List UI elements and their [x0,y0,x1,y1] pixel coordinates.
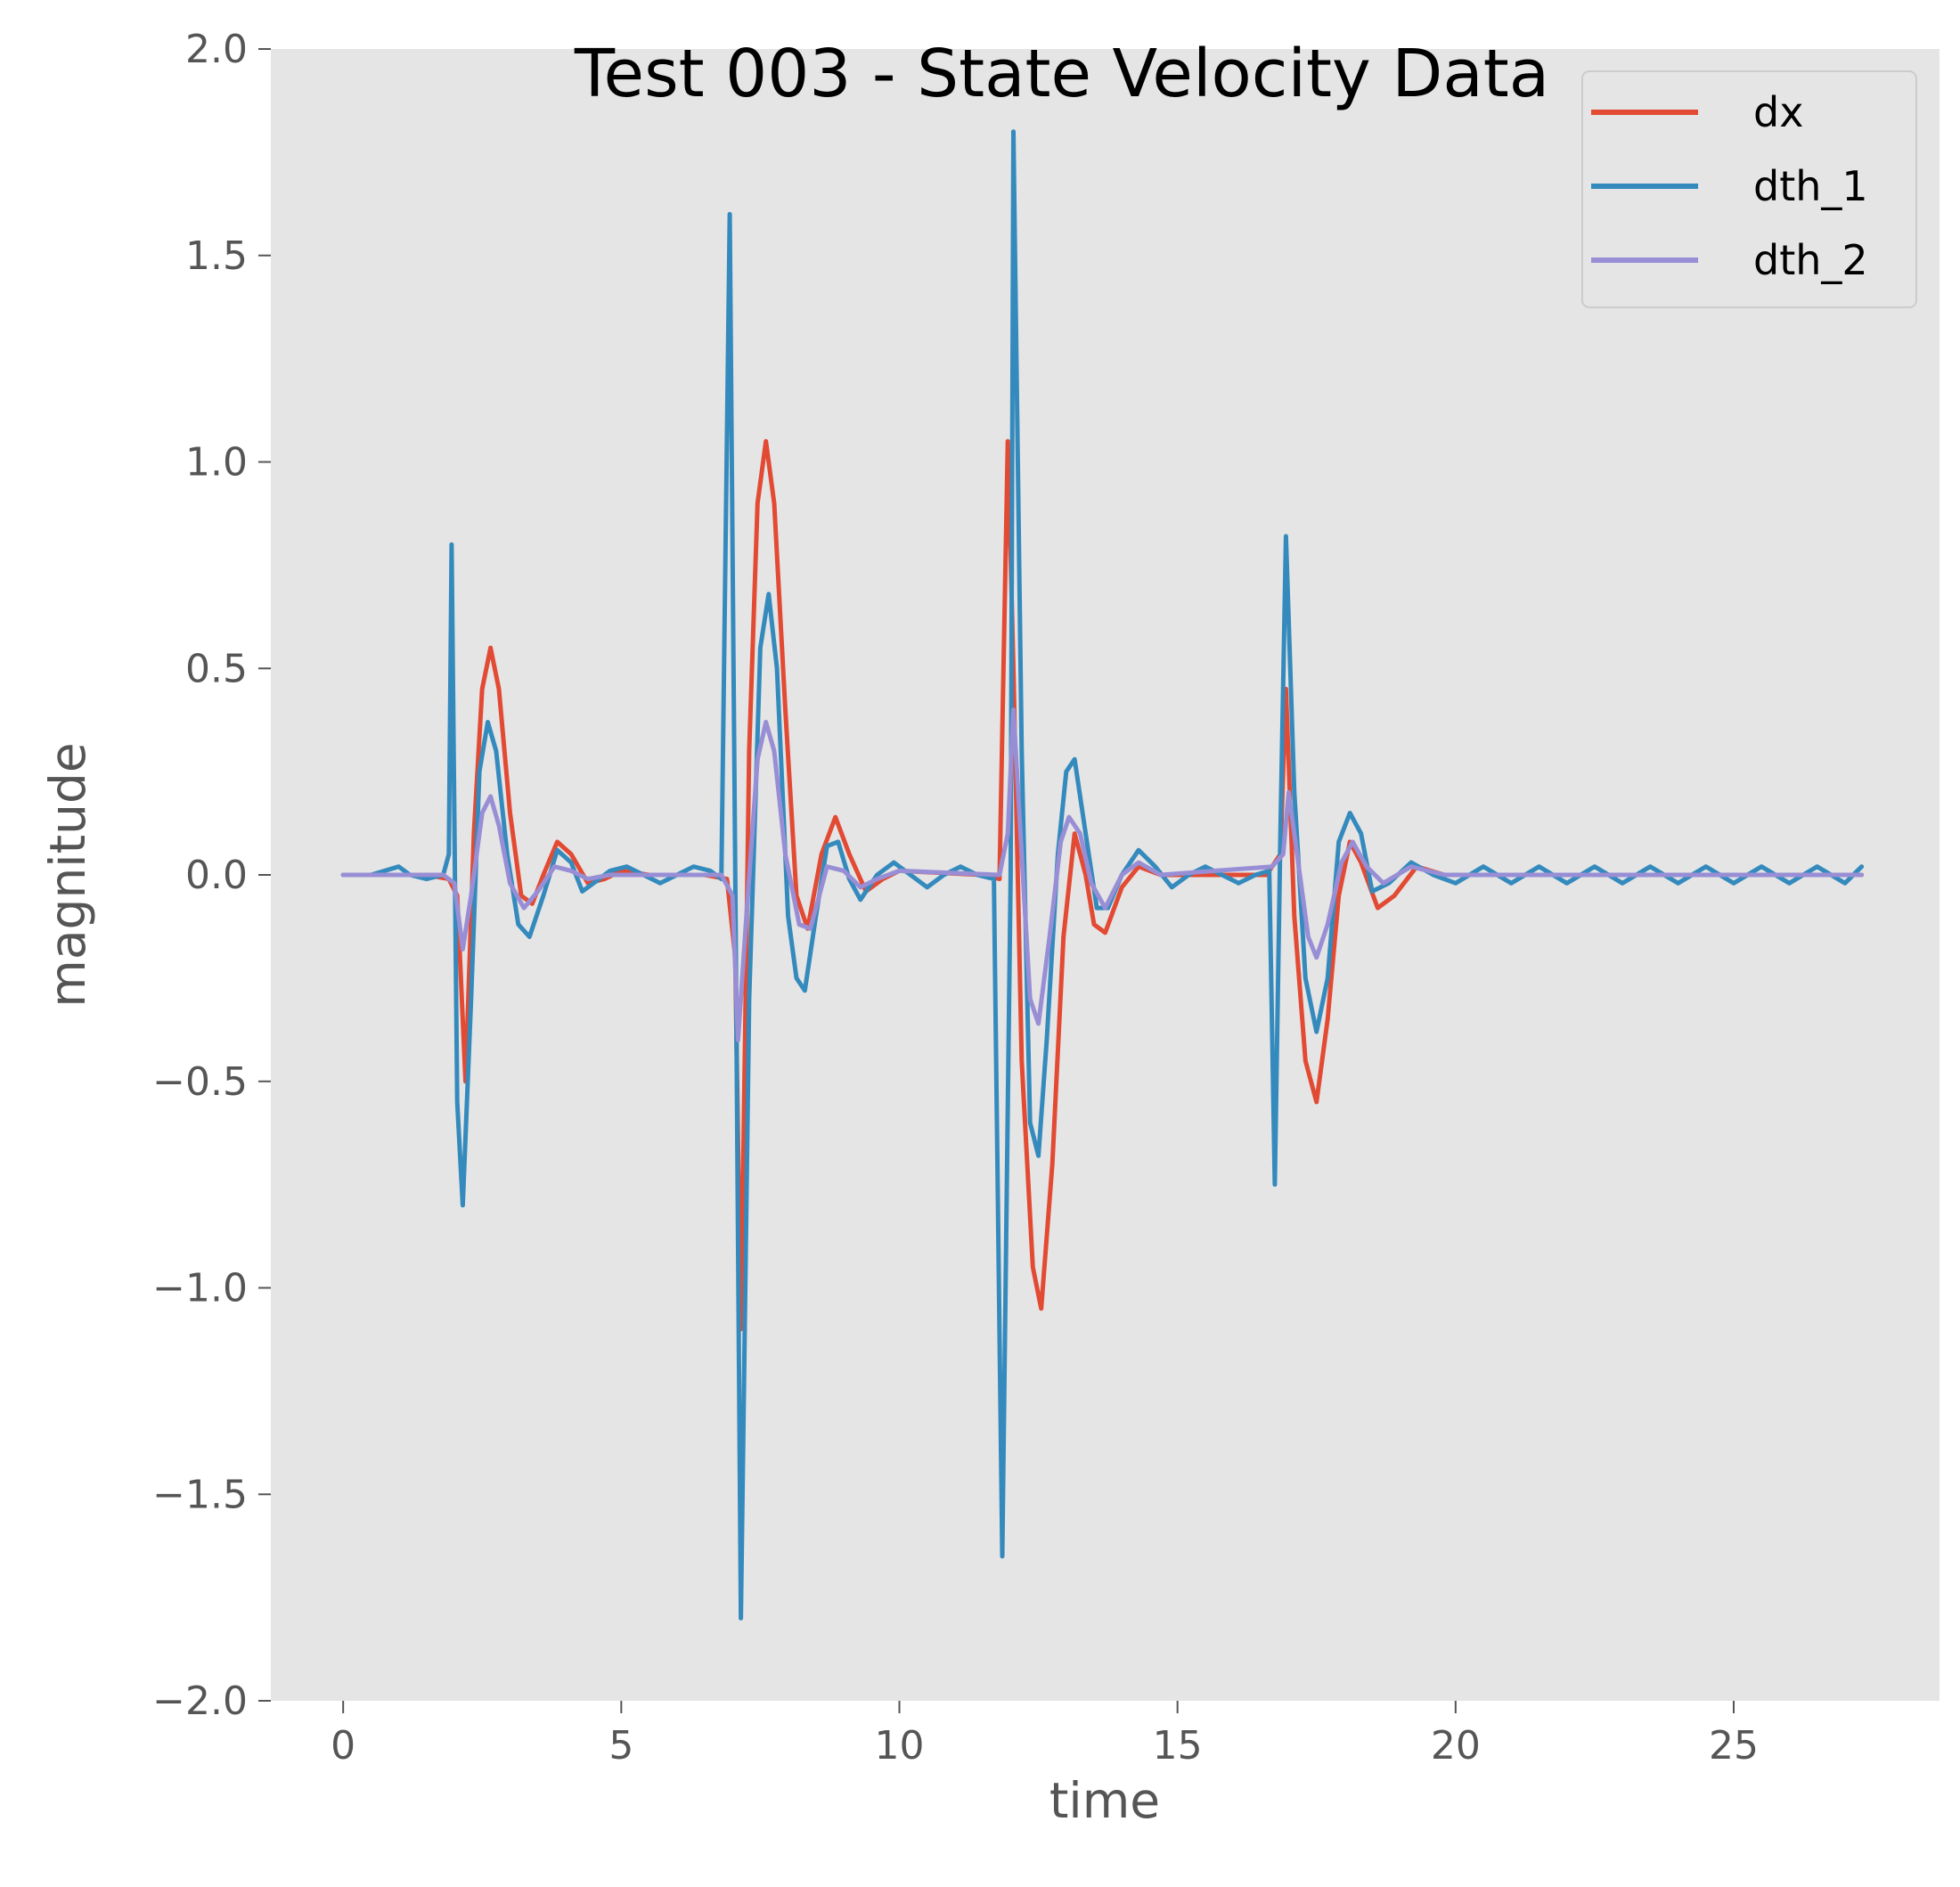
series-layer [340,129,1865,1621]
x-tick-label: 5 [608,1723,633,1769]
chart-title: Test 003 - State Velocity Data [574,36,1549,112]
y-tick-label: −0.5 [152,1059,248,1105]
legend: dx dth_1 dth_2 [1581,70,1917,308]
series-line-dth_2 [340,707,1865,1042]
y-axis-label: magnitude [39,742,96,1008]
legend-label: dth_1 [1753,162,1868,210]
x-tick-label: 15 [1153,1723,1203,1769]
series-line-dx [340,438,1865,1332]
y-tick-label: 0.0 [185,853,248,898]
x-tick-label: 20 [1431,1723,1481,1769]
y-tick-label: 2.0 [185,27,248,72]
y-axis: 2.0 1.5 1.0 0.5 0.0 −0.5 −1.0 −1.5 −2.0 [152,27,271,1724]
legend-label: dx [1753,88,1803,136]
x-axis: 0 5 10 15 20 25 [331,1701,1759,1769]
y-tick-label: 1.5 [185,233,248,279]
x-tick-label: 10 [874,1723,924,1769]
y-tick-label: 1.0 [185,440,248,486]
x-axis-label: time [1049,1772,1160,1829]
x-tick-label: 0 [331,1723,355,1769]
y-tick-label: −1.5 [152,1472,248,1517]
y-tick-label: 0.5 [185,646,248,691]
x-tick-label: 25 [1709,1723,1759,1769]
y-tick-label: −1.0 [152,1266,248,1311]
legend-frame [1581,70,1917,308]
legend-label: dth_2 [1753,236,1868,284]
y-tick-label: −2.0 [152,1679,248,1724]
